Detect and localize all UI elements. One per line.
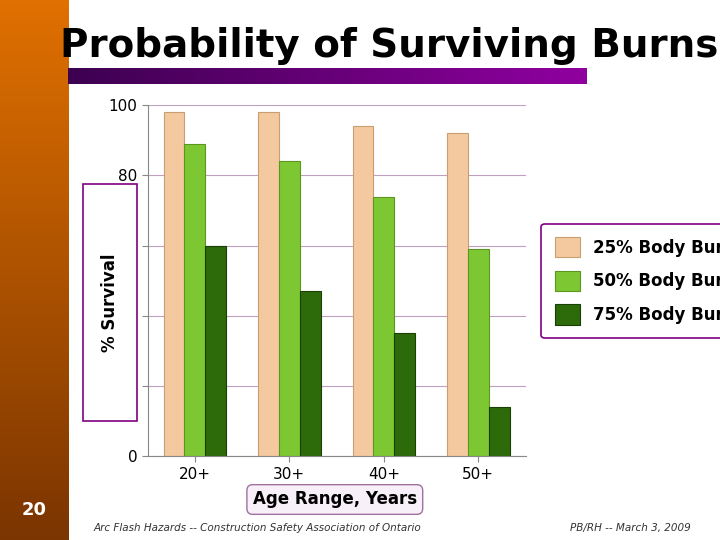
- Bar: [258, 112, 279, 456]
- Bar: [205, 246, 226, 456]
- Bar: [374, 197, 395, 456]
- Bar: [163, 112, 184, 456]
- Bar: [300, 292, 320, 456]
- Text: Probability of Surviving Burns: Probability of Surviving Burns: [60, 27, 718, 65]
- Text: % Survival: % Survival: [101, 253, 119, 352]
- Legend: 25% Body Burn, 50% Body Burn, 75% Body Burn: 25% Body Burn, 50% Body Burn, 75% Body B…: [541, 224, 720, 338]
- Bar: [489, 407, 510, 456]
- Bar: [468, 249, 489, 456]
- Text: PB/RH -- March 3, 2009: PB/RH -- March 3, 2009: [570, 523, 691, 533]
- Text: Age Range, Years: Age Range, Years: [253, 490, 417, 509]
- Text: 20: 20: [22, 501, 47, 519]
- Bar: [279, 161, 300, 456]
- FancyBboxPatch shape: [83, 184, 137, 421]
- Bar: [395, 333, 415, 456]
- Bar: [447, 133, 468, 456]
- Bar: [353, 126, 374, 456]
- Bar: [184, 144, 205, 456]
- Text: Arc Flash Hazards -- Construction Safety Association of Ontario: Arc Flash Hazards -- Construction Safety…: [94, 523, 421, 533]
